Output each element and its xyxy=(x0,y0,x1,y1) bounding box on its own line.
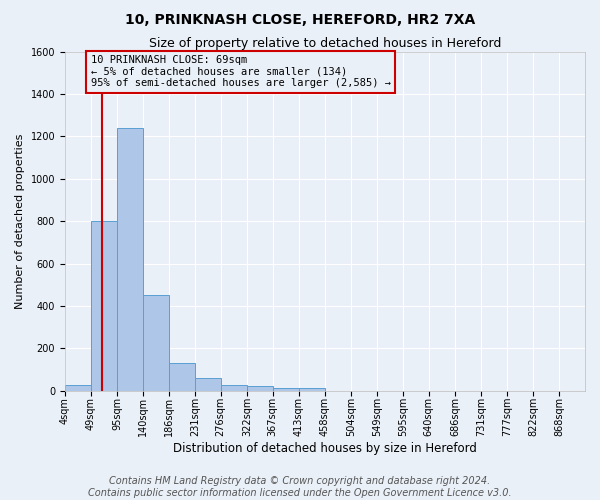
Bar xyxy=(117,128,143,390)
Bar xyxy=(221,386,247,390)
Bar xyxy=(272,388,299,390)
Bar xyxy=(299,388,325,390)
Bar xyxy=(65,386,91,390)
Title: Size of property relative to detached houses in Hereford: Size of property relative to detached ho… xyxy=(149,38,501,51)
X-axis label: Distribution of detached houses by size in Hereford: Distribution of detached houses by size … xyxy=(173,442,477,455)
Bar xyxy=(91,221,117,390)
Text: 10 PRINKNASH CLOSE: 69sqm
← 5% of detached houses are smaller (134)
95% of semi-: 10 PRINKNASH CLOSE: 69sqm ← 5% of detach… xyxy=(91,55,391,88)
Y-axis label: Number of detached properties: Number of detached properties xyxy=(15,134,25,309)
Text: 10, PRINKNASH CLOSE, HEREFORD, HR2 7XA: 10, PRINKNASH CLOSE, HEREFORD, HR2 7XA xyxy=(125,12,475,26)
Bar xyxy=(247,386,272,390)
Bar xyxy=(169,363,195,390)
Bar xyxy=(143,296,169,390)
Text: Contains HM Land Registry data © Crown copyright and database right 2024.
Contai: Contains HM Land Registry data © Crown c… xyxy=(88,476,512,498)
Bar xyxy=(195,378,221,390)
